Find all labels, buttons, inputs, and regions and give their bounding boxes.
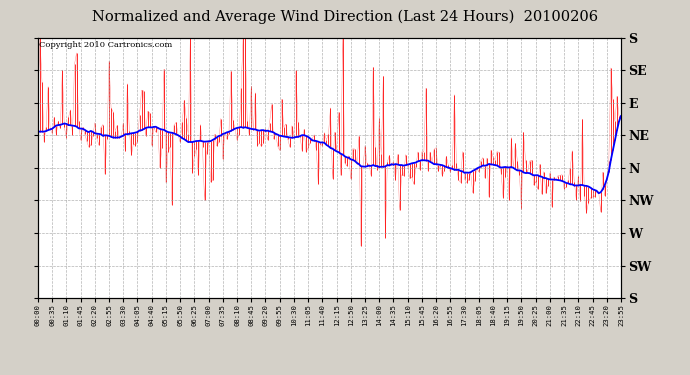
Text: Copyright 2010 Cartronics.com: Copyright 2010 Cartronics.com — [39, 41, 172, 50]
Text: Normalized and Average Wind Direction (Last 24 Hours)  20100206: Normalized and Average Wind Direction (L… — [92, 9, 598, 24]
